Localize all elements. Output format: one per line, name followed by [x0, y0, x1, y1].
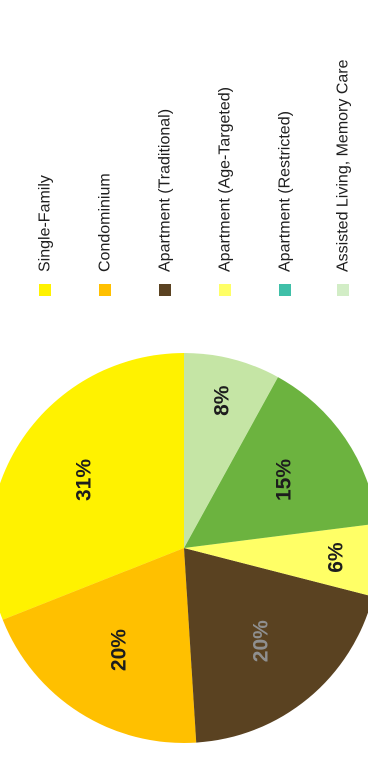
slice-label-5: 15%	[273, 459, 296, 501]
slice-labels: 31% 20% 20% 6% 15% 8%	[73, 385, 348, 671]
legend-label-1: Single-Family	[37, 175, 54, 272]
pie-slice-3	[184, 548, 368, 743]
pie-slice-6	[184, 353, 278, 548]
slice-label-6: 8%	[210, 385, 233, 416]
slice-label-2: 20%	[108, 629, 131, 671]
legend-label-5: Apartment (Restricted)	[277, 111, 294, 272]
legend-label-6: Assisted Living, Memory Care	[335, 59, 352, 272]
legend-swatch-3	[159, 284, 171, 296]
slice-label-1: 31%	[73, 459, 96, 501]
pie-slice-4	[184, 524, 368, 596]
legend-swatch-2	[99, 284, 111, 296]
legend-label-4: Apartment (Age-Targeted)	[217, 87, 234, 272]
pie-slice-1	[0, 353, 184, 620]
slice-label-3: 20%	[250, 620, 273, 662]
pie-slice-2	[2, 548, 197, 744]
legend-label-3: Apartment (Traditional)	[157, 109, 174, 272]
legend-label-2: Condominium	[97, 173, 114, 272]
pie-slices	[0, 353, 368, 744]
legend-swatch-6	[337, 284, 349, 296]
legend: Single-Family Condominium Apartment (Tradi…	[37, 59, 352, 296]
pie-slice-5	[184, 377, 368, 548]
slice-label-4: 6%	[324, 542, 347, 573]
legend-swatch-4	[219, 284, 231, 296]
legend-swatch-5	[279, 284, 291, 296]
legend-swatch-1	[39, 284, 51, 296]
